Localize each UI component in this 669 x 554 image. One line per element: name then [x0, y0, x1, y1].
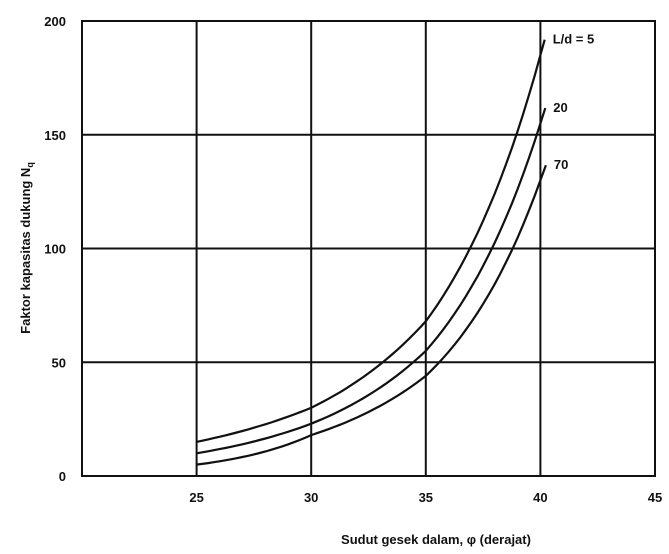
series-label-0: L/d = 5	[553, 32, 595, 47]
series-line-0	[196, 39, 546, 443]
x-tick-label: 45	[648, 490, 662, 505]
y-tick-label: 200	[44, 14, 66, 29]
y-axis-label-main: Faktor kapasitas dukung N	[18, 168, 33, 334]
x-tick-label: 25	[189, 490, 203, 505]
y-tick-label: 100	[44, 242, 66, 257]
series-line-1	[196, 107, 547, 455]
series-label-2: 70	[554, 157, 568, 172]
x-tick-label: 40	[533, 490, 547, 505]
y-tick-label: 150	[44, 128, 66, 143]
y-tick-label: 50	[52, 355, 66, 370]
series-labels: L/d = 5 20 70	[553, 32, 595, 173]
y-tick-label: 0	[59, 469, 66, 484]
tick-labels: 25 30 35 40 45 0 50 100 150 200	[44, 14, 662, 505]
y-axis-label-subscript: q	[25, 162, 35, 168]
y-axis-label: Faktor kapasitas dukung Nq	[18, 162, 35, 334]
plot-frame	[81, 20, 656, 477]
series-lines	[196, 39, 547, 466]
series-label-1: 20	[553, 100, 567, 115]
x-tick-label: 35	[419, 490, 433, 505]
x-axis-label: Sudut gesek dalam, φ (derajat)	[341, 532, 531, 547]
x-tick-label: 30	[304, 490, 318, 505]
grid-lines	[82, 21, 655, 476]
series-line-2	[196, 164, 547, 466]
